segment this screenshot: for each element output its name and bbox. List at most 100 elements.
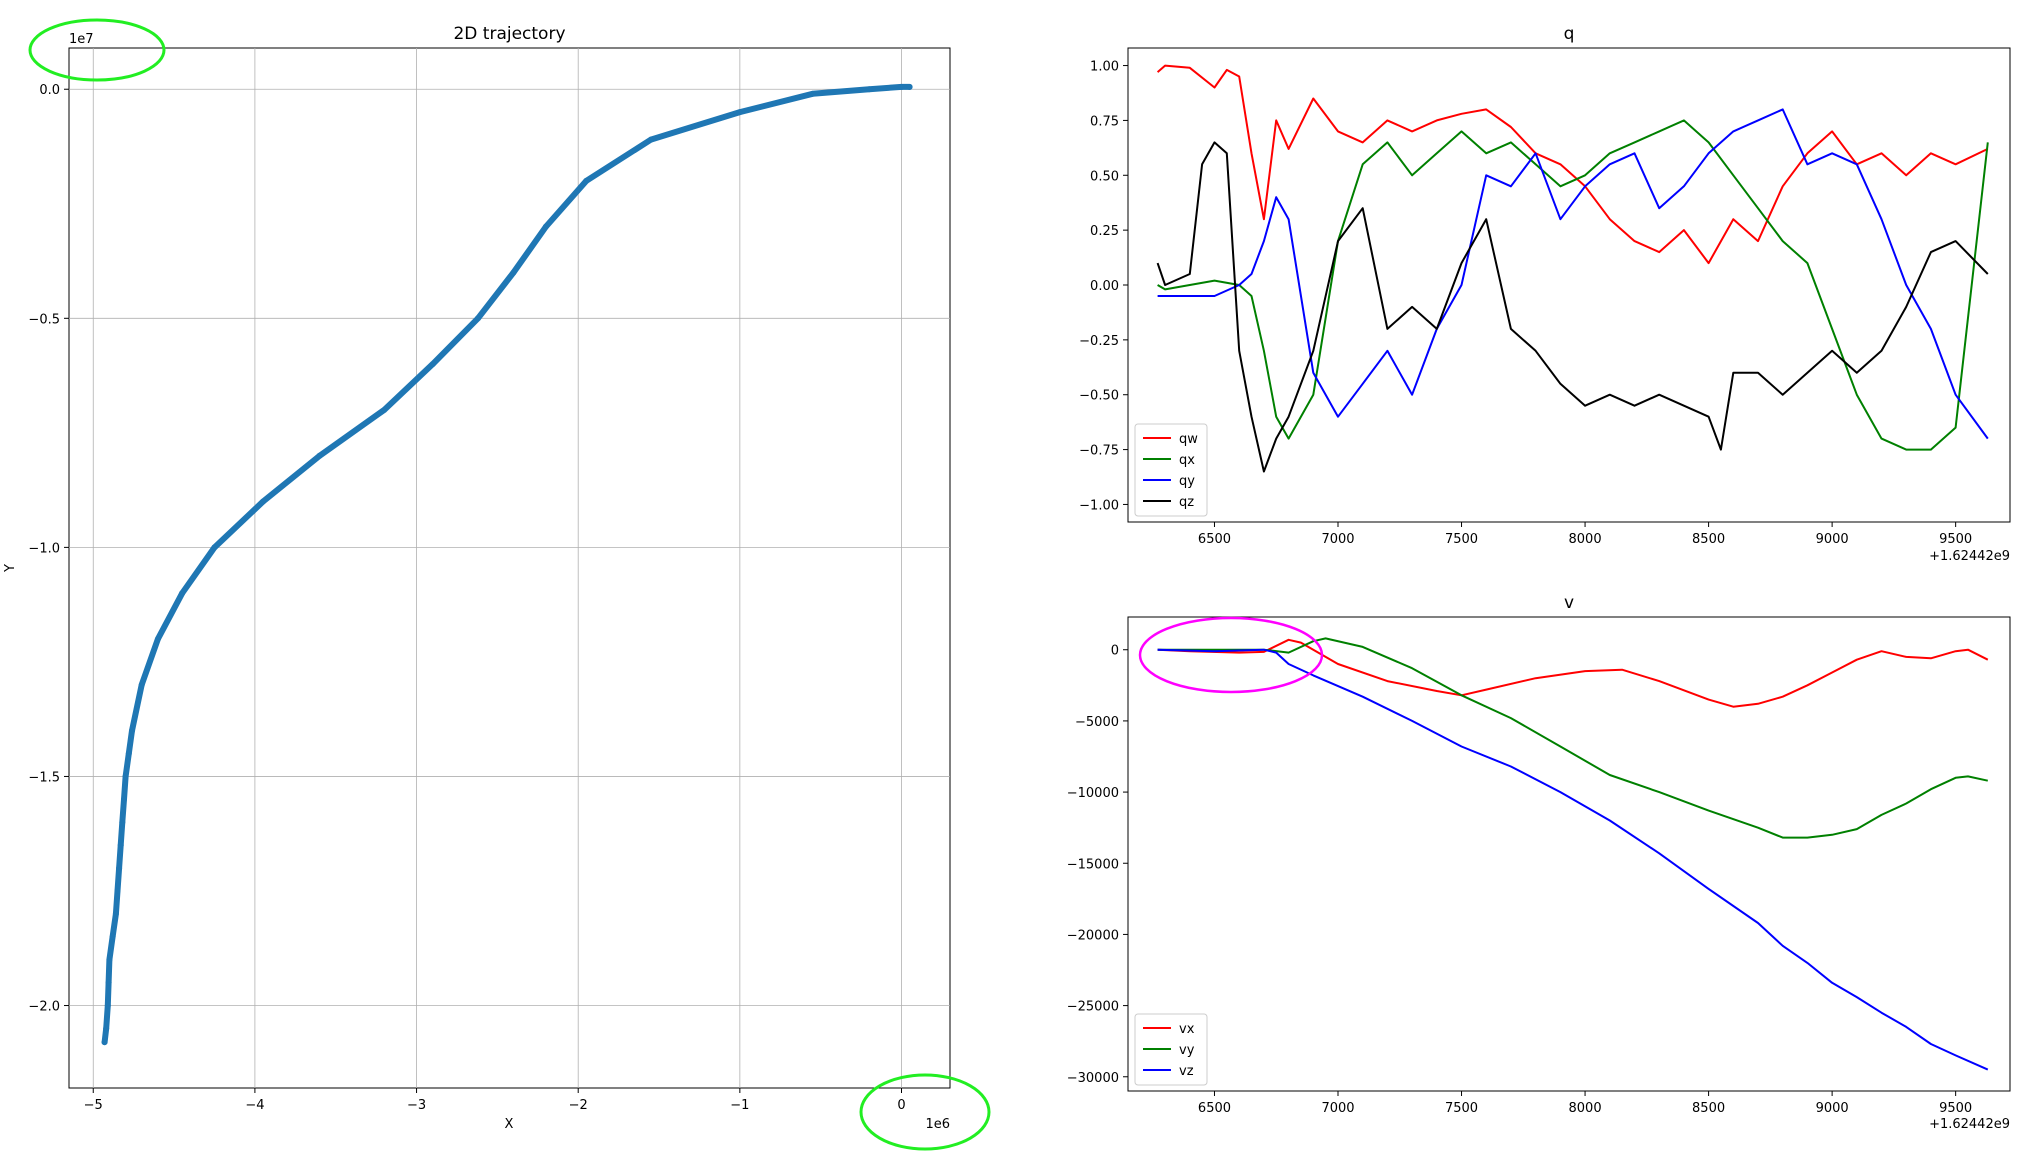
trajectory-point <box>259 498 266 505</box>
x-tick-label: 9000 <box>1816 1101 1849 1116</box>
legend-label-qw: qw <box>1179 432 1198 447</box>
y-tick-label: −30000 <box>1067 1071 1119 1086</box>
x-tick-label: 9000 <box>1816 532 1849 547</box>
trajectory-point <box>101 1039 108 1046</box>
trajectory-chart: −5 −4 −3 −2 −1 0 0.0 −0.5 −1.0 −1.5 −2.0 2D trajec… <box>3 18 991 1151</box>
v-title: v <box>1564 593 1574 613</box>
y-tick-label: 1.00 <box>1090 60 1119 75</box>
y-tick-label: 0.50 <box>1090 169 1119 184</box>
legend-box <box>1134 423 1208 517</box>
y-tick-label: 0.0 <box>39 83 60 98</box>
trajectory-point <box>129 727 136 734</box>
x-tick-label: 7000 <box>1321 532 1354 547</box>
trajectory-point <box>138 681 145 688</box>
y-tick-label: −1.5 <box>28 770 60 785</box>
q-plot-frame <box>1127 47 2011 523</box>
trajectory-point <box>112 910 119 917</box>
y-tick-label: −20000 <box>1067 928 1119 943</box>
trajectory-point <box>381 406 388 413</box>
y-tick-label: −15000 <box>1067 857 1119 872</box>
trajectory-point <box>103 1025 110 1032</box>
trajectory-point <box>898 83 905 90</box>
v-legend: vx vy vz <box>1134 1013 1208 1086</box>
trajectory-point <box>510 269 517 276</box>
y-tick-label: −5000 <box>1075 715 1119 730</box>
q-series-lines <box>1156 64 1989 473</box>
legend-label-qx: qx <box>1179 453 1195 468</box>
magenta-annotation-ellipse <box>1138 616 1324 694</box>
x-tick-label: 7000 <box>1321 1101 1354 1116</box>
x-tick-label: −1 <box>730 1098 749 1113</box>
trajectory-point <box>105 979 112 986</box>
series-line-qx <box>1157 119 1989 451</box>
series-line-vy <box>1157 637 1989 839</box>
q-title: q <box>1564 24 1575 44</box>
legend-label-vz: vz <box>1179 1064 1194 1079</box>
x-tick-label: −5 <box>84 1098 103 1113</box>
series-line-vz <box>1157 648 1989 1071</box>
trajectory-point <box>429 361 436 368</box>
trajectory-point <box>106 956 113 963</box>
v-plot-frame <box>1127 616 2011 1092</box>
series-line-qw <box>1156 64 1989 265</box>
y-tick-label: −1.0 <box>28 541 60 556</box>
v-series-lines <box>1157 637 1989 1071</box>
trajectory-point <box>316 452 323 459</box>
trajectory-xlabel: X <box>505 1117 514 1132</box>
x-tick-label: 0 <box>897 1098 905 1113</box>
x-tick-label: 8500 <box>1692 1101 1725 1116</box>
trajectory-x-offset-text: 1e6 <box>925 1117 950 1132</box>
v-ticks: 6500 7000 7500 8000 8500 9000 9500 0 −5000 −10000… <box>1067 644 1972 1116</box>
trajectory-point <box>117 842 124 849</box>
x-tick-label: 7500 <box>1445 1101 1478 1116</box>
trajectory-point <box>474 315 481 322</box>
x-tick-label: 8000 <box>1569 532 1602 547</box>
x-tick-label: 9500 <box>1939 532 1972 547</box>
trajectory-point <box>116 865 123 872</box>
q-chart: 6500 7000 7500 8000 8500 9000 9500 1.00 0.75 0.50… <box>1079 24 2011 564</box>
trajectory-point <box>125 750 132 757</box>
x-tick-label: 6500 <box>1198 532 1231 547</box>
trajectory-y-offset-text: 1e7 <box>69 32 94 47</box>
x-tick-label: −3 <box>407 1098 426 1113</box>
trajectory-point <box>647 136 654 143</box>
y-tick-label: −2.0 <box>28 1000 60 1015</box>
trajectory-point <box>122 773 129 780</box>
y-tick-label: −0.5 <box>28 312 60 327</box>
q-ticks: 6500 7000 7500 8000 8500 9000 9500 1.00 0.75 0.50… <box>1079 60 1972 547</box>
y-tick-label: 0.00 <box>1090 279 1119 294</box>
trajectory-point <box>583 177 590 184</box>
q-legend: qw qx qy qz <box>1134 423 1208 517</box>
y-tick-label: 0.75 <box>1090 114 1119 129</box>
v-chart: 6500 7000 7500 8000 8500 9000 9500 0 −5000 −10000… <box>1067 593 2011 1132</box>
trajectory-point <box>154 636 161 643</box>
y-tick-label: −10000 <box>1067 786 1119 801</box>
trajectory-point <box>114 887 121 894</box>
green-annotation-ellipse-x-offset <box>859 1073 991 1151</box>
y-tick-label: 0 <box>1111 644 1119 659</box>
trajectory-point <box>906 83 913 90</box>
series-line-vx <box>1157 638 1989 708</box>
trajectory-scatter <box>101 83 913 1046</box>
legend-label-vy: vy <box>1179 1043 1195 1058</box>
trajectory-point <box>120 796 127 803</box>
series-line-qy <box>1157 108 1989 440</box>
x-tick-label: 9500 <box>1939 1101 1972 1116</box>
y-tick-label: −0.75 <box>1079 444 1119 459</box>
trajectory-point <box>809 90 816 97</box>
x-tick-label: 7500 <box>1445 532 1478 547</box>
trajectory-ylabel: Y <box>3 564 18 573</box>
trajectory-point <box>179 590 186 597</box>
y-tick-label: −0.50 <box>1079 389 1119 404</box>
x-tick-label: 6500 <box>1198 1101 1231 1116</box>
trajectory-point <box>104 1002 111 1009</box>
y-tick-label: −1.00 <box>1079 498 1119 513</box>
x-tick-label: −2 <box>569 1098 588 1113</box>
q-x-offset-text: +1.62442e9 <box>1929 549 2010 564</box>
series-line-qz <box>1156 141 1989 473</box>
green-annotation-ellipse-y-offset <box>28 18 166 82</box>
legend-label-vx: vx <box>1179 1022 1195 1037</box>
x-tick-label: 8000 <box>1569 1101 1602 1116</box>
v-x-offset-text: +1.62442e9 <box>1929 1117 2010 1132</box>
